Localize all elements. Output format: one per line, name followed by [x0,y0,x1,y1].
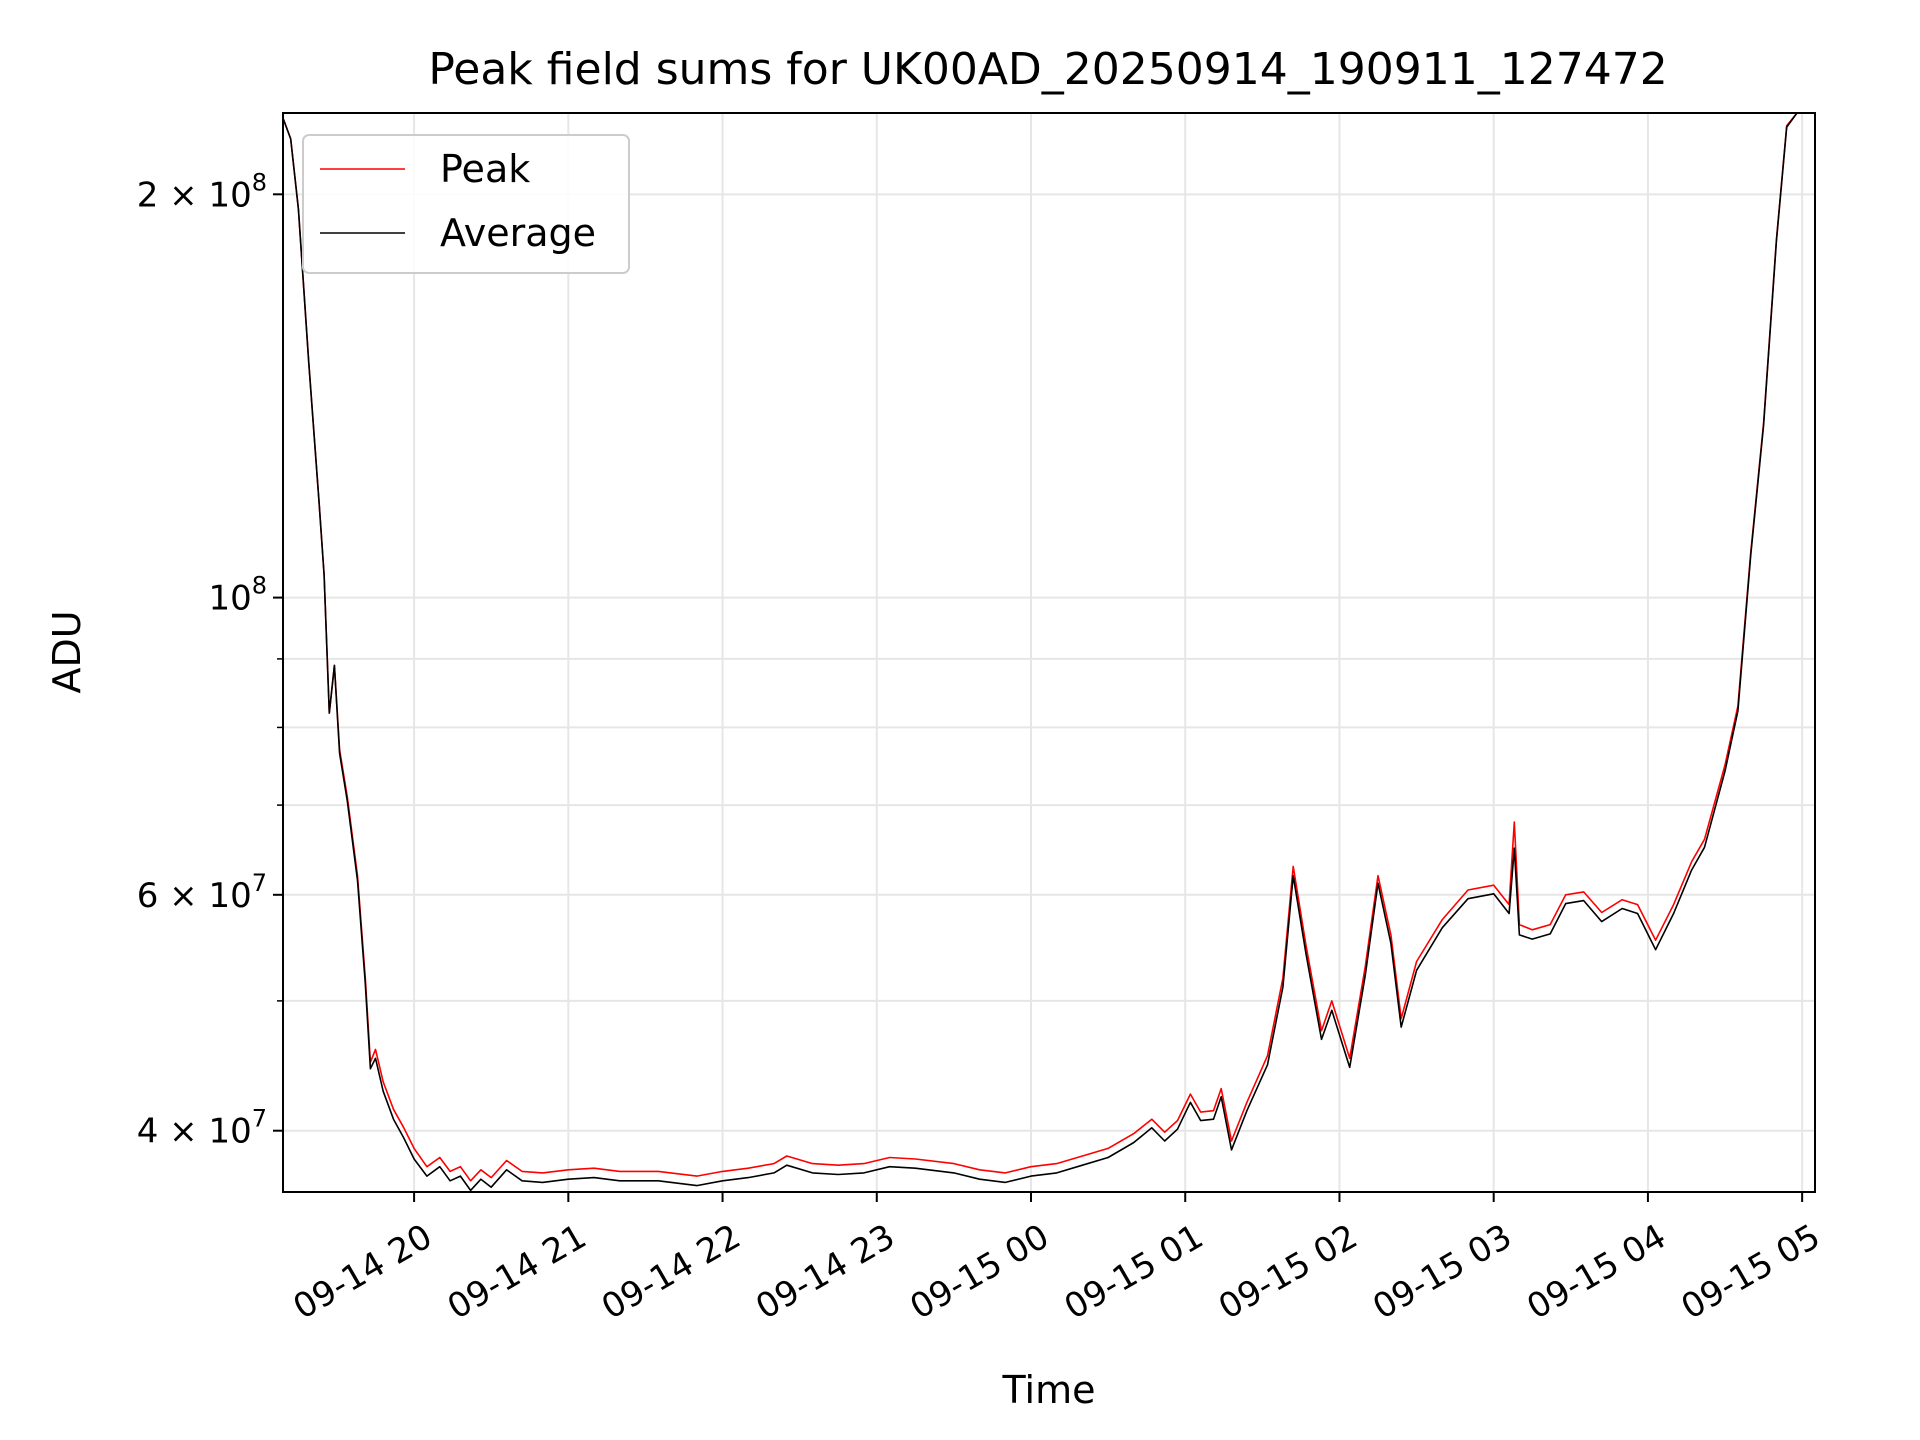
series-line-peak [283,113,1813,1182]
series-group [283,113,1813,1192]
x-axis-label: Time [1002,1368,1096,1412]
legend: Peak Average [302,134,630,274]
series-line-average [283,113,1813,1192]
chart-title: Peak field sums for UK00AD_20250914_1909… [428,44,1667,95]
y-tick-label: 6 × 107 [137,869,267,916]
y-axis: 4 × 107 6 × 107 108 2 × 108 [137,168,283,1152]
grid [283,113,1815,1192]
y-tick-label: 108 [208,572,267,619]
plot-frame [282,112,1816,1193]
legend-label-average: Average [440,211,596,255]
y-tick-label: 4 × 107 [137,1105,267,1152]
y-tick-label: 2 × 108 [137,168,267,215]
y-axis-label: ADU [45,610,89,693]
legend-label-peak: Peak [440,147,530,191]
